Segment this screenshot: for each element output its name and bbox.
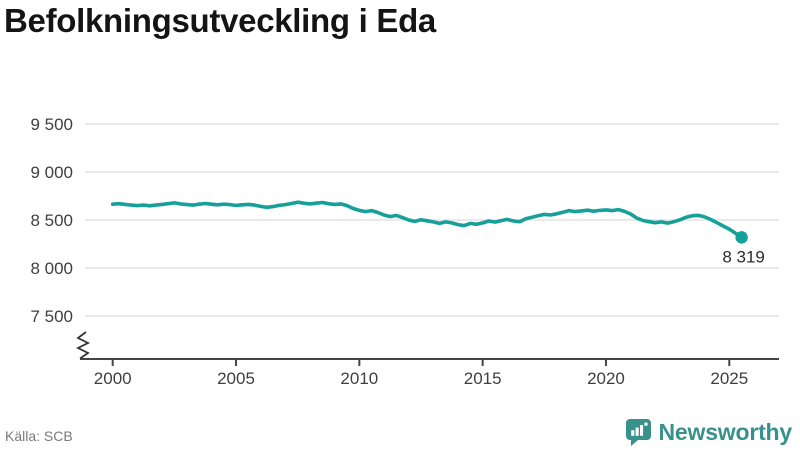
y-tick-label: 8 000 [30, 259, 73, 278]
axis-break-squiggle [75, 331, 91, 360]
brand-name: Newsworthy [658, 418, 793, 445]
end-point-label: 8 319 [722, 247, 765, 266]
y-tick-label: 7 500 [30, 307, 73, 326]
x-tick-label: 2005 [217, 369, 255, 388]
end-point-dot [735, 231, 748, 244]
x-tick-label: 2015 [464, 369, 502, 388]
y-tick-label: 9 500 [30, 115, 73, 134]
y-tick-label: 9 000 [30, 163, 73, 182]
population-line [110, 200, 744, 240]
x-tick-label: 2025 [710, 369, 748, 388]
newsworthy-bars-icon [625, 419, 651, 446]
x-tick-label: 2020 [587, 369, 625, 388]
page-title: Befolkningsutveckling i Eda [4, 2, 436, 39]
y-tick-label: 8 500 [30, 211, 73, 230]
newsworthy-logo: Newsworthy [625, 417, 792, 447]
source-label: Källa: SCB [5, 428, 73, 444]
x-tick-label: 2010 [340, 369, 378, 388]
x-tick-label: 2000 [94, 369, 132, 388]
